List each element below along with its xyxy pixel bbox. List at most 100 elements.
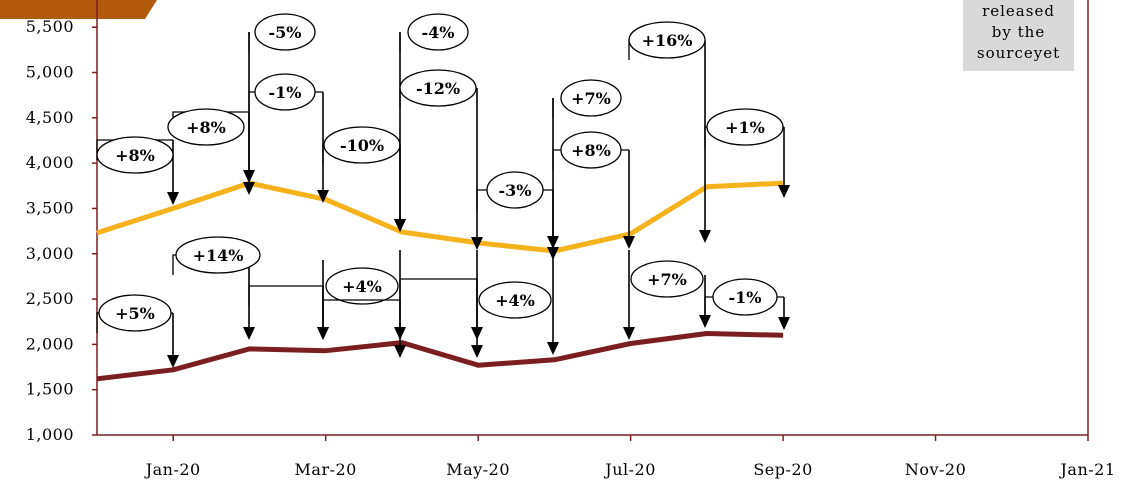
annotation-label: -1% <box>729 288 762 307</box>
annotation-label: -5% <box>269 23 302 42</box>
annotation-b-6: -1% <box>712 278 778 316</box>
arrow-head <box>778 317 790 330</box>
arrow-head <box>394 219 406 232</box>
arrow-a-9 <box>547 98 559 249</box>
annotation-bubble <box>706 108 784 146</box>
arrow-head <box>547 342 559 355</box>
arrow-a-12 <box>778 127 790 198</box>
arrow-head <box>317 327 329 340</box>
annotation-label: +4% <box>495 291 535 310</box>
annotations: +8% +8% -5% -1% -10% -4% -12% -3% +7% +8% +16% +1% +… <box>96 13 790 368</box>
annotation-a-4: -1% <box>254 73 316 111</box>
annotation-a-12: +1% <box>706 108 784 146</box>
annotation-label: +7% <box>647 270 687 289</box>
arrow-head <box>471 345 483 358</box>
arrow-b-extra-1 <box>317 260 329 340</box>
series-line-2 <box>96 331 784 382</box>
annotation-b-5: +7% <box>630 260 704 298</box>
arrow-head <box>243 182 255 195</box>
arrow-head <box>167 355 179 368</box>
annotation-bubble <box>560 79 622 117</box>
arrow-head <box>471 237 483 250</box>
x-tick-label: Sep-20 <box>753 460 812 479</box>
annotation-b-4: +4% <box>478 281 552 319</box>
arrow-head <box>394 345 406 358</box>
annotation-bubble <box>325 267 399 305</box>
annotation-bubble <box>167 108 245 146</box>
chart-axes: 1,000 1,500 2,000 2,500 3,000 3,500 4,000 4,500… <box>26 0 1115 479</box>
y-tick-label: 1,500 <box>26 380 74 399</box>
annotation-b-3: +4% <box>325 267 399 305</box>
arrow-b-extra-3 <box>471 250 483 358</box>
x-tick-label: Mar-20 <box>295 460 357 479</box>
annotation-label: +5% <box>115 304 155 323</box>
x-tick-label: Nov-20 <box>905 460 966 479</box>
annotation-bubble <box>254 13 316 51</box>
annotation-label: -1% <box>269 83 302 102</box>
annotation-label: -10% <box>340 136 384 155</box>
annotation-b-1: +5% <box>98 294 172 332</box>
arrow-head <box>623 327 635 340</box>
annotation-bubble <box>712 278 778 316</box>
arrow-b-1 <box>167 313 179 368</box>
series-lines <box>96 180 784 382</box>
arrow-head <box>547 236 559 249</box>
y-tick-label: 2,500 <box>26 289 74 308</box>
arrow-head <box>394 327 406 340</box>
annotation-bubble <box>254 73 316 111</box>
bracket-b-3 <box>248 285 323 306</box>
y-tick-label: 3,000 <box>26 244 74 263</box>
y-tick-label: 3,500 <box>26 198 74 217</box>
annotation-label: -3% <box>499 181 532 200</box>
annotation-bubble <box>96 136 174 174</box>
annotation-bubble <box>175 236 261 274</box>
annotation-bubble <box>399 69 477 107</box>
annotation-label: -4% <box>422 23 455 42</box>
y-tick-label: 4,000 <box>26 153 74 172</box>
annotation-label: +16% <box>642 31 693 50</box>
y-tick-label: 4,500 <box>26 108 74 127</box>
note-line-1: released <box>982 2 1055 20</box>
x-tick-label: Jan-20 <box>144 460 201 479</box>
annotation-label: +8% <box>115 146 155 165</box>
arrow-head <box>699 315 711 328</box>
annotation-label: +1% <box>725 118 765 137</box>
annotation-label: +8% <box>571 141 611 160</box>
note-line-3: sourceyet <box>976 44 1061 62</box>
arrow-a-6 <box>394 32 406 232</box>
annotation-a-8: -3% <box>486 171 544 209</box>
note-line-2: by the <box>991 23 1046 41</box>
annotation-label: +14% <box>193 246 244 265</box>
x-tick-label: May-20 <box>446 460 510 479</box>
y-tick-label: 1,000 <box>26 425 74 444</box>
arrow-a-4 <box>317 92 329 203</box>
annotation-a-6: -4% <box>407 13 469 51</box>
annotation-label: +4% <box>342 277 382 296</box>
arrow-a-1 <box>167 140 179 205</box>
annotation-a-5: -10% <box>323 126 401 164</box>
arrow-b-extra-5 <box>623 250 635 340</box>
arrow-head <box>699 230 711 243</box>
annotation-bubble <box>628 21 706 59</box>
arrow-head <box>623 236 635 249</box>
arrow-b-extra-4 <box>547 250 559 355</box>
annotation-bubble <box>486 171 544 209</box>
annotation-a-3: -5% <box>254 13 316 51</box>
annotation-bubble <box>98 294 172 332</box>
arrow-head <box>317 190 329 203</box>
annotation-a-2: +8% <box>167 108 245 146</box>
annotation-b-2: +14% <box>175 236 261 274</box>
y-tick-label: 2,000 <box>26 334 74 353</box>
note-box: released by the sourceyet <box>963 0 1074 71</box>
bracket-line <box>399 278 477 299</box>
annotation-bubble <box>560 131 622 169</box>
annotation-bubble <box>407 13 469 51</box>
arrow-b-extra-6 <box>699 275 711 328</box>
y-tick-label: 5,000 <box>26 63 74 82</box>
arrow-a-7 <box>471 88 483 250</box>
annotation-a-1: +8% <box>96 136 174 174</box>
annotation-label: -12% <box>416 79 460 98</box>
arrow-b-extra-2 <box>394 250 406 340</box>
arrow-head <box>243 327 255 340</box>
